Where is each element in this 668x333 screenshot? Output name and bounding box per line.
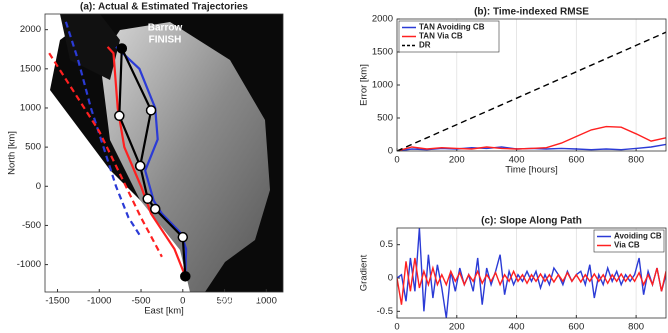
- marker: [143, 194, 152, 203]
- x-tick-label: 800: [628, 155, 644, 166]
- legend-label: Avoiding CB: [614, 232, 662, 241]
- x-tick-label: 600: [568, 155, 584, 166]
- legend-label: TAN Via CB: [419, 32, 463, 41]
- x-tick-label: 600: [568, 322, 584, 333]
- y-tick-label: 2000: [372, 14, 393, 25]
- x-tick-label: 200: [449, 322, 465, 333]
- x-axis-label: East [km]: [144, 306, 184, 317]
- y-tick-label: -0.5: [377, 306, 393, 317]
- y-tick-label: 1000: [372, 80, 393, 91]
- x-tick-label: 0: [394, 322, 399, 333]
- y-tick-label: 0.5: [380, 239, 393, 250]
- annotation: of interest: [56, 239, 105, 250]
- y-tick-label: 0: [388, 273, 393, 284]
- y-axis-label: Gradient: [359, 254, 370, 291]
- y-tick-label: 500: [25, 142, 41, 153]
- x-axis-label: Time [hours]: [505, 165, 557, 176]
- legend-label: Via CB: [614, 241, 640, 250]
- annotation: Svalbard: [219, 295, 261, 306]
- marker: [151, 204, 160, 213]
- legend-label: DR: [419, 41, 431, 50]
- marker: [181, 272, 190, 281]
- y-tick-label: -1000: [17, 259, 41, 270]
- terrain-map: [50, 14, 283, 292]
- y-tick-label: 500: [377, 113, 393, 124]
- chart-title: (a): Actual & Estimated Trajectories: [80, 2, 248, 13]
- y-tick-label: -500: [22, 220, 41, 231]
- y-tick-label: 1000: [20, 102, 41, 113]
- annotation: START: [224, 307, 257, 318]
- y-tick-label: 0: [36, 181, 41, 192]
- x-tick-label: 800: [628, 322, 644, 333]
- chart-title: (c): Slope Along Path: [481, 216, 582, 227]
- x-tick-label: -1500: [45, 296, 69, 307]
- marker: [147, 106, 156, 115]
- y-axis-label: Error [km]: [359, 64, 370, 106]
- y-tick-label: 1500: [372, 47, 393, 58]
- x-tick-label: -1000: [87, 296, 111, 307]
- y-tick-label: 2000: [20, 24, 41, 35]
- marker: [115, 111, 124, 120]
- annotation: Barrow: [148, 23, 183, 34]
- chart-title: (b): Time-indexed RMSE: [474, 7, 589, 18]
- marker: [178, 233, 187, 242]
- annotation: FINISH: [149, 35, 182, 46]
- figure: -1500-1000-50005001000-1000-500050010001…: [0, 0, 668, 333]
- y-tick-label: 0: [388, 146, 393, 157]
- legend-label: TAN Avoiding CB: [419, 23, 485, 32]
- y-axis-label: North [km]: [7, 131, 18, 175]
- x-tick-label: 0: [394, 155, 399, 166]
- x-tick-label: 200: [449, 155, 465, 166]
- marker: [136, 161, 145, 170]
- annotation: Area out: [60, 227, 101, 238]
- marker: [117, 44, 126, 53]
- y-tick-label: 1500: [20, 63, 41, 74]
- series-line: [397, 127, 666, 151]
